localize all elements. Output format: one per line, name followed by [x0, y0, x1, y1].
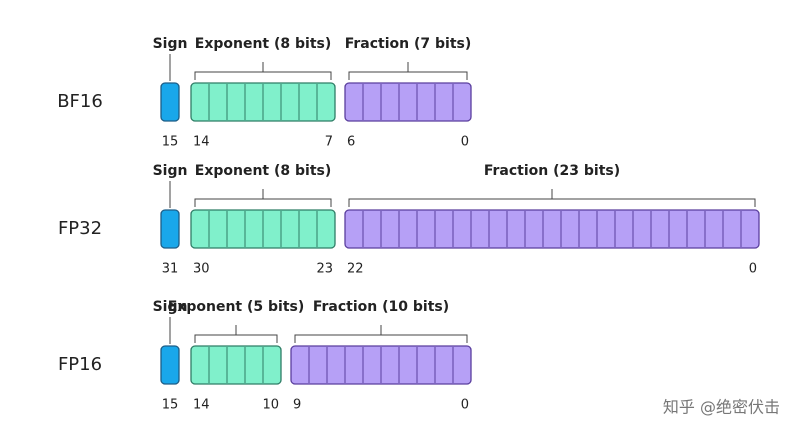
bracket [194, 325, 278, 343]
exponent-label: Exponent (8 bits) [195, 36, 332, 52]
bit-index: 7 [325, 135, 333, 150]
bit-index: 9 [293, 398, 301, 413]
format-label: FP32 [58, 218, 102, 239]
bit-index: 22 [347, 262, 364, 277]
bit-index: 0 [461, 398, 469, 413]
sign-field [160, 82, 180, 122]
sign-field [160, 345, 180, 385]
format-label: FP16 [58, 354, 102, 375]
bracket [348, 62, 468, 80]
sign-label: Sign [153, 299, 188, 315]
bit-index: 31 [162, 262, 179, 277]
exponent-field [190, 345, 282, 385]
sign-label: Sign [153, 36, 188, 52]
bit-index: 14 [193, 398, 210, 413]
bit-index: 10 [262, 398, 279, 413]
bracket [194, 189, 332, 207]
bit-index: 0 [749, 262, 757, 277]
bit-index: 15 [162, 135, 179, 150]
bit-index: 23 [316, 262, 333, 277]
fraction-field [344, 82, 472, 122]
exponent-label: Exponent (8 bits) [195, 163, 332, 179]
fraction-label: Fraction (7 bits) [345, 36, 472, 52]
fraction-label: Fraction (10 bits) [313, 299, 449, 315]
bit-index: 15 [162, 398, 179, 413]
fraction-field [344, 209, 760, 249]
watermark: 知乎 @绝密伏击 [663, 398, 780, 417]
bit-index: 6 [347, 135, 355, 150]
sign-field [160, 209, 180, 249]
bracket [348, 189, 756, 207]
bracket [294, 325, 468, 343]
bit-index: 30 [193, 262, 210, 277]
bit-index: 0 [461, 135, 469, 150]
fraction-label: Fraction (23 bits) [484, 163, 620, 179]
exponent-label: Exponent (5 bits) [168, 299, 305, 315]
format-label: BF16 [57, 91, 103, 112]
bit-index: 14 [193, 135, 210, 150]
bracket [194, 62, 332, 80]
sign-label: Sign [153, 163, 188, 179]
